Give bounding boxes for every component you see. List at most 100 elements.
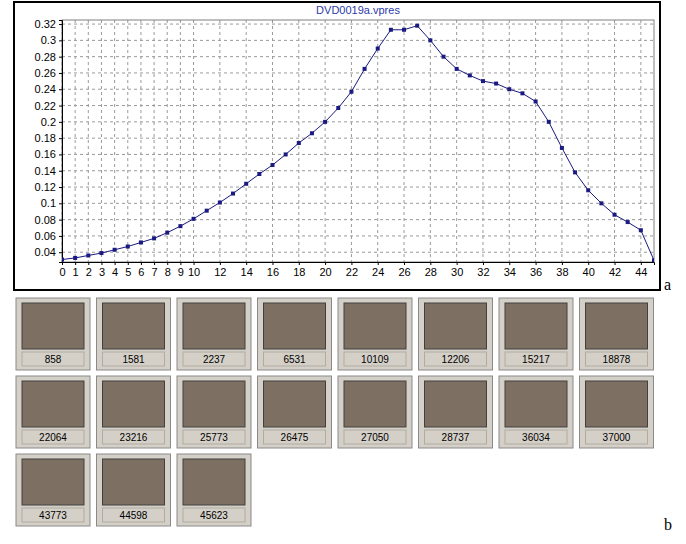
tick-label: 28	[425, 266, 437, 278]
thumbnail-tile	[97, 376, 171, 448]
tick-label: 12	[214, 266, 226, 278]
thumbnail: 22064	[16, 376, 90, 448]
tick-label: 42	[609, 266, 621, 278]
grid-line-y	[62, 56, 654, 57]
thumbnail-image	[22, 459, 84, 505]
series-line	[62, 26, 654, 261]
thumbnail: 18878	[580, 298, 654, 370]
tick-label: 9	[178, 266, 184, 278]
marker	[139, 240, 143, 244]
thumbnail-caption-box	[103, 508, 165, 522]
thumbnail: 28737	[419, 376, 493, 448]
marker	[586, 188, 590, 192]
tick-label: 34	[504, 266, 516, 278]
thumbnail-image	[103, 381, 165, 427]
frame-number: 36034	[522, 432, 550, 443]
tick-mark	[59, 138, 62, 139]
marker	[192, 217, 196, 221]
grid-line-y	[62, 72, 654, 73]
tick: 34	[504, 262, 516, 278]
marker	[257, 172, 261, 176]
thumbnail-caption-box	[183, 430, 245, 444]
tick-label: 0.28	[35, 51, 56, 63]
grid-line-y	[62, 170, 654, 171]
marker	[113, 248, 117, 252]
marker	[218, 201, 222, 205]
marker	[560, 146, 564, 150]
grid-line-x	[127, 20, 128, 262]
tick-mark	[246, 262, 247, 265]
tick-mark	[154, 262, 155, 265]
tick: 26	[398, 262, 410, 278]
marker	[62, 258, 64, 262]
tick-label: 44	[635, 266, 647, 278]
thumbnail-tile	[97, 454, 171, 526]
thumbnail-image	[183, 459, 245, 505]
tick: 6	[138, 262, 144, 278]
thumbnail-caption-box	[586, 430, 648, 444]
tick-mark	[59, 171, 62, 172]
tick-mark	[59, 106, 62, 107]
grid-line-x	[535, 20, 536, 262]
tick-mark	[88, 262, 89, 265]
tick: 42	[609, 262, 621, 278]
grid-line-x	[272, 20, 273, 262]
marker	[428, 38, 432, 42]
tick-label: 32	[477, 266, 489, 278]
tick-label: 3	[99, 266, 105, 278]
thumbnail-tile	[338, 376, 412, 448]
thumbnail-tile	[258, 298, 332, 370]
marker	[86, 253, 90, 257]
grid-line-x	[101, 20, 102, 262]
tick-mark	[325, 262, 326, 265]
tick-label: 0.32	[35, 18, 56, 30]
tick: 0.28	[35, 51, 62, 63]
grid-line-y	[62, 24, 654, 25]
grid-line-y	[62, 235, 654, 236]
marker	[284, 152, 288, 156]
marker	[323, 120, 327, 124]
tick-mark	[588, 262, 589, 265]
tick: 20	[319, 262, 331, 278]
tick-label: 10	[188, 266, 200, 278]
thumbnail-tile	[499, 298, 573, 370]
tick-mark	[509, 262, 510, 265]
tick-mark	[220, 262, 221, 265]
marker	[363, 67, 367, 71]
tick-mark	[378, 262, 379, 265]
thumbnail: 6531	[258, 298, 332, 370]
thumbnail-grid: 8581581223765311010912206152171887822064…	[16, 298, 654, 526]
thumbnail-tile	[177, 454, 251, 526]
tick-label: 0.18	[35, 132, 56, 144]
tick-label: 5	[125, 266, 131, 278]
chart-title: DVD0019a.vpres	[316, 4, 400, 16]
thumbnail: 15217	[499, 298, 573, 370]
thumbnail-caption-box	[586, 352, 648, 366]
thumbnail-image	[103, 459, 165, 505]
grid-line-x	[640, 20, 641, 262]
grid-line-y	[62, 252, 654, 253]
grid-line-y	[62, 187, 654, 188]
frame-number: 45623	[200, 510, 228, 521]
tick-label: 2	[86, 266, 92, 278]
axis-line	[59, 21, 63, 263]
marker	[494, 82, 498, 86]
grid-line-y	[62, 40, 654, 41]
marker	[613, 213, 617, 217]
tick: 30	[451, 262, 463, 278]
thumbnail: 858	[16, 298, 90, 370]
grid-line-x	[482, 20, 483, 262]
marker	[165, 231, 169, 235]
tick-mark	[641, 262, 642, 265]
thumbnail: 10109	[338, 298, 412, 370]
frame-number: 2237	[203, 354, 226, 365]
tick-label: 0.1	[41, 197, 56, 209]
thumbnail: 45623	[177, 454, 251, 526]
grid	[62, 20, 654, 262]
tick-label: 36	[530, 266, 542, 278]
thumbnail-caption-box	[183, 508, 245, 522]
thumbnail: 12206	[419, 298, 493, 370]
y-axis: 0.040.060.080.10.120.140.160.180.20.220.…	[35, 18, 63, 262]
thumbnail-caption-box	[344, 352, 406, 366]
tick-mark	[101, 262, 102, 265]
